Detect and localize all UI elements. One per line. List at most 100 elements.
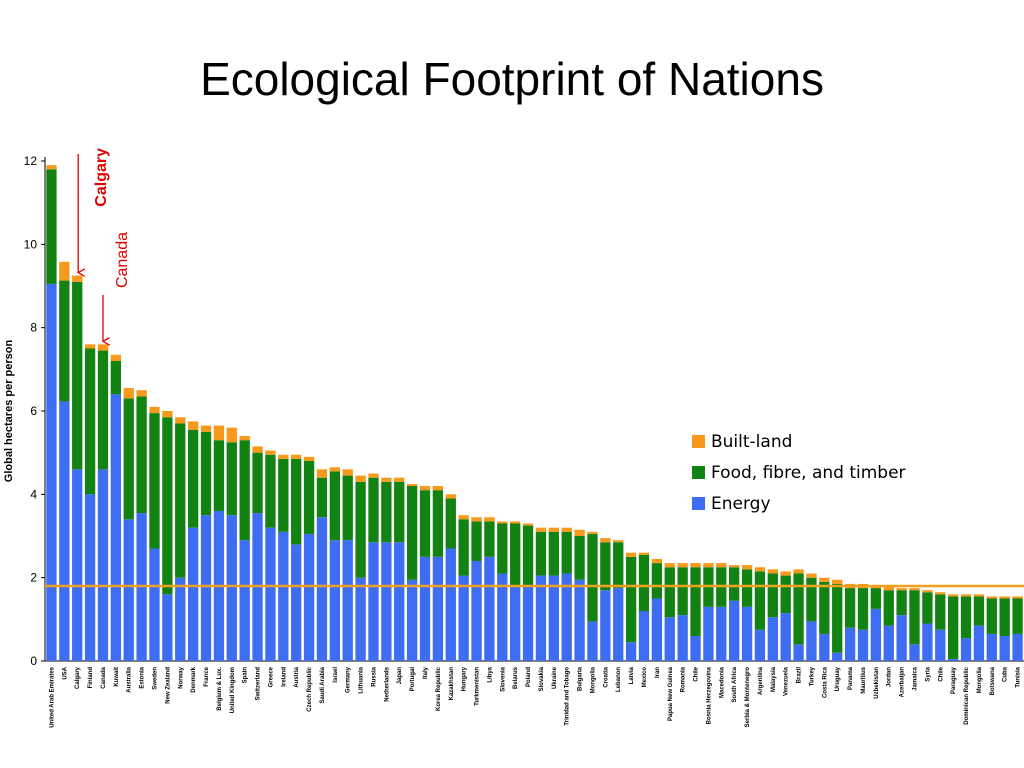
- category-label: Switzerland: [256, 667, 262, 701]
- bar-built-land-12: [200, 425, 212, 432]
- bar-food-fibre-and-timber-0: [46, 169, 57, 284]
- bar-food-fibre-and-timber-3: [84, 348, 96, 495]
- bar-food-fibre-and-timber-55: [754, 571, 766, 630]
- category-label: New Zealand: [165, 667, 171, 704]
- bar-energy-54: [741, 606, 753, 661]
- category-label: Austria: [294, 666, 300, 687]
- category-label: United Kingdom: [230, 667, 236, 713]
- bar-energy-56: [767, 617, 778, 661]
- category-label: Iran: [655, 667, 661, 678]
- category-label: Mongolia: [590, 666, 596, 693]
- bar-food-fibre-and-timber-19: [291, 458, 302, 545]
- bar-built-land-59: [806, 573, 817, 578]
- bar-food-fibre-and-timber-33: [471, 521, 482, 561]
- bar-food-fibre-and-timber-41: [574, 536, 585, 580]
- bar-energy-30: [432, 556, 444, 661]
- bar-built-land-60: [819, 577, 830, 582]
- bar-energy-8: [149, 548, 160, 661]
- category-label: Uzbekistan: [874, 667, 880, 699]
- category-label: Argentina: [758, 666, 764, 695]
- bar-energy-72: [973, 625, 985, 661]
- bar-built-land-55: [754, 567, 766, 572]
- bar-energy-10: [175, 577, 186, 661]
- bar-energy-17: [265, 527, 276, 661]
- bar-built-land-21: [316, 469, 328, 478]
- bar-built-land-9: [162, 411, 173, 418]
- bar-built-land-44: [613, 540, 624, 543]
- legend-label: Built-land: [711, 432, 792, 452]
- bar-built-land-51: [703, 563, 714, 568]
- bar-energy-28: [406, 579, 418, 661]
- bar-energy-53: [729, 600, 740, 661]
- bar-food-fibre-and-timber-28: [406, 486, 418, 580]
- bar-built-land-33: [471, 517, 482, 522]
- category-label: Chile: [938, 666, 944, 681]
- category-label: Syria: [925, 666, 931, 681]
- calgary-annotation: Calgary: [93, 148, 110, 207]
- category-label: Sweden: [152, 667, 158, 690]
- bar-built-land-8: [149, 406, 160, 414]
- bar-food-fibre-and-timber-61: [832, 583, 843, 653]
- bar-food-fibre-and-timber-8: [149, 413, 160, 549]
- bar-food-fibre-and-timber-20: [303, 461, 315, 534]
- bar-energy-36: [510, 586, 521, 661]
- bar-energy-71: [960, 638, 972, 661]
- bar-food-fibre-and-timber-66: [896, 590, 907, 616]
- bar-built-land-73: [986, 596, 997, 599]
- bar-energy-31: [445, 548, 456, 661]
- bar-built-land-46: [638, 552, 650, 555]
- category-label: Lebanon: [616, 667, 622, 692]
- bar-energy-42: [587, 621, 598, 661]
- category-label: Saudi Arabia: [320, 666, 326, 703]
- bar-built-land-19: [291, 454, 302, 459]
- bar-built-land-5: [110, 354, 122, 361]
- bar-food-fibre-and-timber-27: [394, 481, 405, 543]
- bar-energy-20: [303, 533, 315, 661]
- bar-built-land-43: [600, 538, 611, 543]
- bar-energy-43: [600, 590, 611, 661]
- bar-food-fibre-and-timber-31: [445, 498, 456, 549]
- bar-built-land-10: [175, 417, 186, 424]
- bar-food-fibre-and-timber-5: [110, 361, 122, 395]
- bar-built-land-47: [651, 558, 663, 564]
- bar-energy-6: [123, 519, 134, 661]
- y-axis-label: Global hectares per person: [3, 340, 15, 483]
- bar-energy-65: [883, 625, 894, 661]
- bar-built-land-49: [677, 563, 688, 568]
- category-label: Trinidad and Tobago: [565, 667, 571, 726]
- category-label: Croatia: [603, 666, 609, 687]
- category-label: Netherlands: [384, 666, 390, 701]
- category-label: Romania: [681, 666, 687, 692]
- bar-food-fibre-and-timber-73: [986, 598, 997, 634]
- bar-food-fibre-and-timber-40: [561, 531, 572, 574]
- bar-food-fibre-and-timber-29: [419, 490, 431, 557]
- bar-food-fibre-and-timber-56: [767, 573, 778, 618]
- category-label: Jordan: [887, 667, 893, 687]
- bar-energy-4: [97, 469, 109, 661]
- bar-food-fibre-and-timber-54: [741, 569, 753, 607]
- bar-food-fibre-and-timber-34: [484, 521, 495, 557]
- bar-food-fibre-and-timber-59: [806, 577, 817, 622]
- legend-box: [680, 425, 944, 525]
- bar-built-land-6: [123, 388, 134, 399]
- category-label: Jamaica: [913, 666, 919, 690]
- bar-built-land-27: [394, 477, 405, 482]
- category-label: Uruguay: [835, 666, 841, 691]
- category-label: Canada: [101, 666, 107, 688]
- category-label: Mauritius: [861, 666, 867, 693]
- y-tick-label: 2: [30, 571, 37, 585]
- bar-built-land-20: [303, 456, 315, 461]
- bar-food-fibre-and-timber-2: [72, 281, 83, 470]
- bar-built-land-34: [484, 517, 495, 522]
- annotations: Calgary Canada: [78, 148, 131, 341]
- category-label: Turkmenistan: [475, 667, 481, 706]
- legend-swatch: [692, 497, 705, 510]
- bar-built-land-69: [935, 592, 946, 595]
- category-label: Denmark: [191, 666, 197, 692]
- bar-energy-38: [535, 575, 547, 661]
- category-label: Italy: [423, 666, 429, 679]
- bar-food-fibre-and-timber-17: [265, 454, 276, 528]
- bar-food-fibre-and-timber-35: [497, 523, 508, 574]
- bar-energy-25: [368, 542, 379, 661]
- bar-energy-18: [278, 531, 289, 661]
